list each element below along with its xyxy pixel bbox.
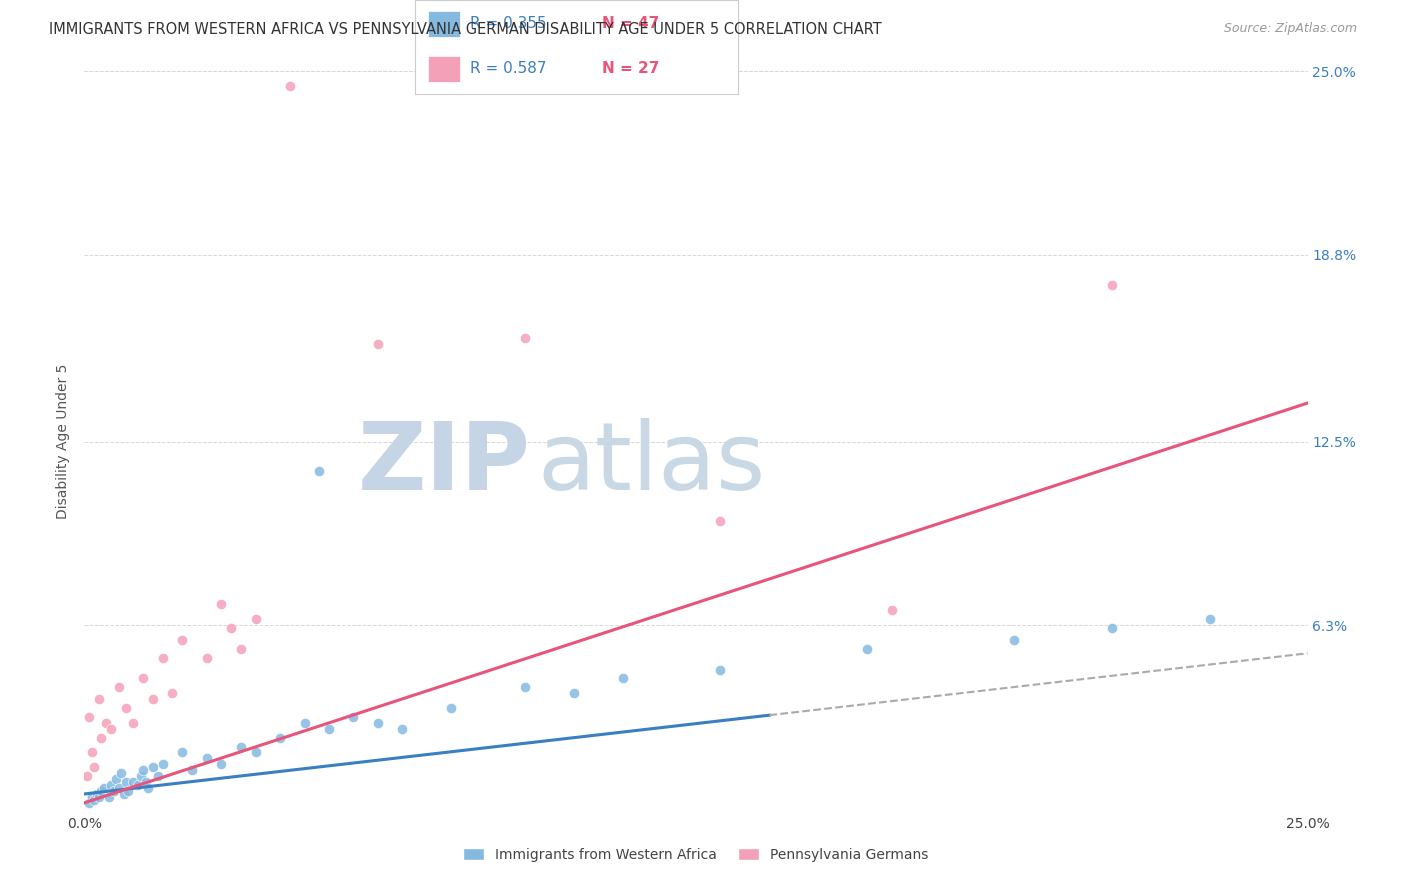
Point xyxy=(209,598,232,612)
Point xyxy=(513,331,536,345)
Point xyxy=(80,746,103,760)
Point xyxy=(107,780,129,795)
Point xyxy=(152,757,174,772)
Point xyxy=(87,789,110,804)
Point xyxy=(1101,277,1123,292)
Point xyxy=(269,731,291,745)
Point xyxy=(122,775,145,789)
Point xyxy=(195,650,218,665)
Point xyxy=(318,722,340,736)
Point xyxy=(122,715,145,730)
Point xyxy=(562,686,585,700)
Point xyxy=(100,778,122,792)
Point xyxy=(709,515,731,529)
Point xyxy=(181,764,204,778)
Legend: Immigrants from Western Africa, Pennsylvania Germans: Immigrants from Western Africa, Pennsylv… xyxy=(458,842,934,867)
Text: atlas: atlas xyxy=(537,417,765,509)
Text: Source: ZipAtlas.com: Source: ZipAtlas.com xyxy=(1223,22,1357,36)
Point xyxy=(278,79,301,94)
Point xyxy=(229,641,252,656)
Point xyxy=(391,722,413,736)
Point xyxy=(83,760,105,774)
Text: R = 0.355: R = 0.355 xyxy=(470,16,547,31)
Point xyxy=(142,760,165,774)
Text: IMMIGRANTS FROM WESTERN AFRICA VS PENNSYLVANIA GERMAN DISABILITY AGE UNDER 5 COR: IMMIGRANTS FROM WESTERN AFRICA VS PENNSY… xyxy=(49,22,882,37)
Point xyxy=(132,672,155,686)
Point xyxy=(107,681,129,695)
Point xyxy=(115,775,138,789)
Point xyxy=(115,701,138,715)
Point xyxy=(96,715,118,730)
Point xyxy=(229,739,252,754)
Text: N = 47: N = 47 xyxy=(602,16,659,31)
Point xyxy=(77,796,100,810)
Point xyxy=(162,686,184,700)
Point xyxy=(209,757,232,772)
Point xyxy=(105,772,128,786)
Point xyxy=(880,603,903,617)
Point xyxy=(195,751,218,765)
Point xyxy=(83,793,105,807)
Point xyxy=(136,780,159,795)
Point xyxy=(93,780,115,795)
Point xyxy=(709,663,731,677)
Point xyxy=(367,715,389,730)
Point xyxy=(172,632,194,647)
Point xyxy=(146,769,169,783)
Point xyxy=(1198,612,1220,626)
Point xyxy=(342,710,364,724)
Point xyxy=(135,775,157,789)
Point xyxy=(1002,632,1025,647)
Point xyxy=(367,336,389,351)
Bar xyxy=(427,56,460,82)
Point xyxy=(117,784,139,798)
Text: ZIP: ZIP xyxy=(359,417,531,509)
Point xyxy=(152,650,174,665)
Point xyxy=(77,710,100,724)
Bar xyxy=(427,12,460,37)
Point xyxy=(76,769,98,783)
Y-axis label: Disability Age Under 5: Disability Age Under 5 xyxy=(56,364,70,519)
Point xyxy=(294,715,316,730)
Point xyxy=(87,692,110,706)
Point xyxy=(172,746,194,760)
Point xyxy=(612,672,634,686)
Point xyxy=(112,787,135,801)
Point xyxy=(129,769,152,783)
Point xyxy=(127,778,149,792)
Point xyxy=(97,789,120,804)
Point xyxy=(86,787,108,801)
Point xyxy=(100,722,122,736)
Point xyxy=(513,681,536,695)
Point xyxy=(110,766,132,780)
Point xyxy=(219,621,242,635)
Text: N = 27: N = 27 xyxy=(602,62,659,77)
Point xyxy=(80,789,103,804)
Point xyxy=(132,764,155,778)
Point xyxy=(142,692,165,706)
Point xyxy=(245,746,267,760)
Point xyxy=(856,641,879,656)
Point xyxy=(103,784,125,798)
Text: R = 0.587: R = 0.587 xyxy=(470,62,547,77)
Point xyxy=(90,731,112,745)
Point xyxy=(440,701,463,715)
Point xyxy=(245,612,267,626)
Point xyxy=(90,784,112,798)
Point xyxy=(308,464,330,478)
Point xyxy=(1101,621,1123,635)
